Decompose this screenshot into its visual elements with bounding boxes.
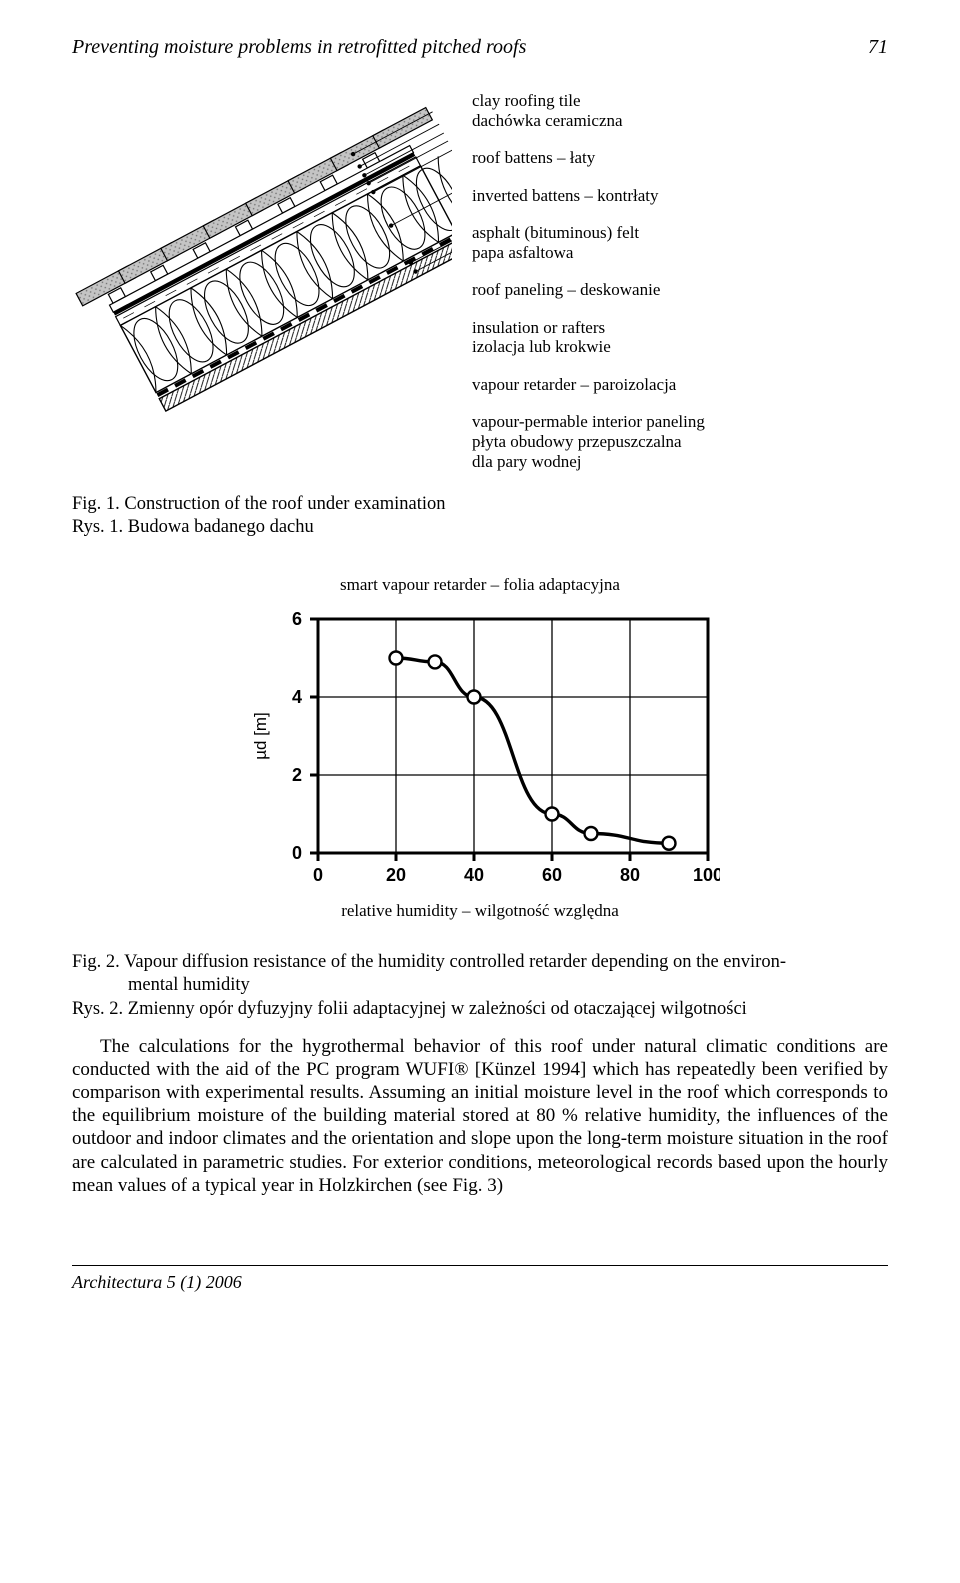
figure-2-caption: Fig. 2. Vapour diffusion resistance of t… xyxy=(72,951,888,1020)
svg-text:40: 40 xyxy=(464,865,484,885)
figure-1-label: roof battens – łaty xyxy=(472,148,705,168)
svg-text:0: 0 xyxy=(313,865,323,885)
figure-1-label: roof paneling – deskowanie xyxy=(472,280,705,300)
figure-1-label: clay roofing tiledachówka ceramiczna xyxy=(472,91,705,130)
footer-rule xyxy=(72,1265,888,1266)
figure-1-caption: Fig. 1. Construction of the roof under e… xyxy=(72,493,888,539)
svg-text:4: 4 xyxy=(292,687,302,707)
figure-1-caption-pl: Rys. 1. Budowa badanego dachu xyxy=(72,517,314,537)
figure-2-chart: 0 20 40 60 80 100 0 2 4 6 µd [m] xyxy=(240,605,720,895)
svg-text:20: 20 xyxy=(386,865,406,885)
figure-2-caption-pl: Rys. 2. Zmienny opór dyfuzyjny folii ada… xyxy=(72,998,888,1021)
body-paragraph: The calculations for the hygrothermal be… xyxy=(72,1035,888,1197)
svg-text:2: 2 xyxy=(292,765,302,785)
page-header: Preventing moisture problems in retrofit… xyxy=(72,36,888,59)
figure-1-diagram xyxy=(72,91,452,456)
figure-2-caption-en: Fig. 2. Vapour diffusion resistance of t… xyxy=(72,951,888,997)
footer-journal: Architectura 5 (1) 2006 xyxy=(72,1272,888,1293)
figure-1-label: vapour retarder – paroizolacja xyxy=(472,375,705,395)
svg-text:60: 60 xyxy=(542,865,562,885)
figure-1-caption-en: Fig. 1. Construction of the roof under e… xyxy=(72,494,446,514)
svg-text:0: 0 xyxy=(292,843,302,863)
figure-2-title: smart vapour retarder – folia adaptacyjn… xyxy=(340,575,620,595)
svg-text:6: 6 xyxy=(292,609,302,629)
running-title: Preventing moisture problems in retrofit… xyxy=(72,36,526,59)
figure-2-xlabel: relative humidity – wilgotność względna xyxy=(72,901,888,921)
figure-1-label: asphalt (bituminous) feltpapa asfaltowa xyxy=(472,223,705,262)
figure-2: smart vapour retarder – folia adaptacyjn… xyxy=(72,575,888,921)
svg-text:µd [m]: µd [m] xyxy=(251,713,270,761)
svg-text:80: 80 xyxy=(620,865,640,885)
svg-text:100: 100 xyxy=(693,865,720,885)
figure-1-label: insulation or raftersizolacja lub krokwi… xyxy=(472,318,705,357)
page-number: 71 xyxy=(868,36,888,59)
figure-1-label: vapour-permable interior panelingpłyta o… xyxy=(472,412,705,471)
figure-1: clay roofing tiledachówka ceramiczna roof… xyxy=(72,91,888,471)
figure-1-label: inverted battens – kontrłaty xyxy=(472,186,705,206)
figure-1-label-list: clay roofing tiledachówka ceramiczna roof… xyxy=(472,91,705,471)
